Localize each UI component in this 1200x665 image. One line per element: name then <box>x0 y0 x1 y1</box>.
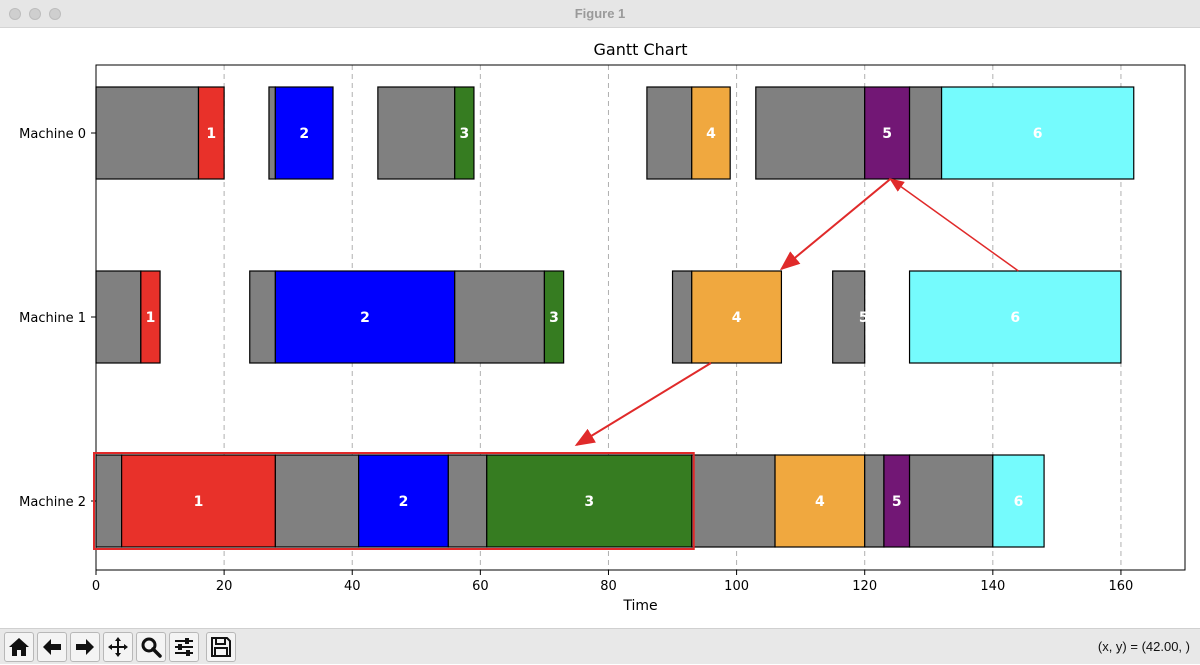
gantt-bar-idle <box>646 86 693 180</box>
gantt-bar-job-6 <box>992 454 1045 548</box>
chart-title: Gantt Chart <box>594 40 688 59</box>
home-button[interactable] <box>4 632 34 662</box>
gantt-bar-idle <box>377 86 456 180</box>
gantt-bar-job-2 <box>274 86 334 180</box>
close-window-button[interactable] <box>9 8 21 20</box>
highlight-box <box>93 452 695 550</box>
x-tick-label: 60 <box>472 579 489 594</box>
annotation-arrow <box>779 178 891 271</box>
figure-canvas[interactable]: Gantt Chart 1 2 3 4 5 6 1 2 3 4 5 6 1 2 3 4 5 6 0 20 40 60 80 10… <box>0 28 1200 628</box>
annotation-arrow <box>889 178 1019 272</box>
bar-label: 3 <box>584 494 594 510</box>
gantt-bar-job-3 <box>454 86 475 180</box>
y-tick-label: Machine 1 <box>19 311 86 326</box>
navigation-toolbar: (x, y) = (42.00, ) <box>0 628 1200 664</box>
bar-label: 6 <box>1014 494 1024 510</box>
x-tick-label: 160 <box>1109 579 1134 594</box>
back-arrow-icon <box>43 639 61 655</box>
x-tick-label: 80 <box>600 579 617 594</box>
gantt-bar-job-1 <box>197 86 225 180</box>
bar-label: 2 <box>399 494 409 510</box>
bar-label: 3 <box>549 310 559 326</box>
save-button[interactable] <box>206 632 236 662</box>
forward-button[interactable] <box>70 632 100 662</box>
window-title: Figure 1 <box>574 6 626 21</box>
gantt-bar-job-5 <box>883 454 911 548</box>
bar-label: 6 <box>1010 310 1020 326</box>
gantt-bar-job-6 <box>940 86 1135 180</box>
zoom-button[interactable] <box>136 632 166 662</box>
bar-label: 4 <box>815 494 825 510</box>
configure-subplots-icon <box>175 638 193 656</box>
bar-label: 4 <box>732 310 742 326</box>
gantt-bar-idle <box>908 86 943 180</box>
zoom-magnifier-icon <box>141 637 162 658</box>
gantt-bar-job-4 <box>691 86 731 180</box>
zoom-window-button[interactable] <box>49 8 61 20</box>
gantt-bar-idle <box>864 454 885 548</box>
cursor-coordinates: (x, y) = (42.00, ) <box>1097 639 1190 654</box>
bar-label: 5 <box>859 310 869 326</box>
bar-label: 4 <box>706 126 716 142</box>
bar-label: 1 <box>206 126 216 142</box>
bar-label: 5 <box>882 126 892 142</box>
annotation-arrow <box>574 362 712 447</box>
x-tick-label: 120 <box>852 579 877 594</box>
gantt-bar-idle <box>447 454 488 548</box>
gantt-bar-job-2 <box>274 270 456 364</box>
gantt-bar-idle <box>95 454 123 548</box>
home-icon <box>9 638 29 656</box>
gantt-bar-job-4 <box>691 270 783 364</box>
gantt-bar-idle <box>454 270 546 364</box>
y-tick-label: Machine 0 <box>19 127 86 142</box>
gantt-bar-idle <box>268 86 276 180</box>
gantt-bar-job-1 <box>140 270 161 364</box>
gantt-bar-idle <box>249 270 276 364</box>
gantt-bar-job-4 <box>774 454 866 548</box>
bar-label: 1 <box>146 310 156 326</box>
x-tick-label: 140 <box>980 579 1005 594</box>
x-tick-label: 20 <box>216 579 233 594</box>
x-tick-label: 40 <box>344 579 361 594</box>
pan-button[interactable] <box>103 632 133 662</box>
minimize-window-button[interactable] <box>29 8 41 20</box>
gantt-bar-idle <box>832 270 866 364</box>
gantt-bar-idle <box>671 270 693 364</box>
x-axis-label: Time <box>622 598 657 614</box>
pan-move-icon <box>108 637 128 657</box>
gantt-bar-idle <box>274 454 360 548</box>
y-tick-label: Machine 2 <box>19 495 86 510</box>
back-button[interactable] <box>37 632 67 662</box>
gantt-bar-idle <box>95 86 200 180</box>
bar-label: 2 <box>299 126 309 142</box>
bar-label: 1 <box>194 494 204 510</box>
gantt-bar-job-5 <box>864 86 911 180</box>
gantt-bar-job-3 <box>543 270 565 364</box>
save-icon <box>211 637 231 657</box>
gantt-bar-idle <box>908 454 994 548</box>
x-tick-label: 100 <box>724 579 749 594</box>
forward-arrow-icon <box>76 639 94 655</box>
gantt-bar-idle <box>95 270 142 364</box>
bar-label: 6 <box>1033 126 1043 142</box>
x-tick-label: 0 <box>92 579 100 594</box>
bar-label: 2 <box>360 310 370 326</box>
gantt-bar-job-6 <box>908 270 1122 364</box>
bar-label: 3 <box>459 126 469 142</box>
gantt-bar-job-1 <box>121 454 276 548</box>
gantt-bar-idle <box>691 454 776 548</box>
bar-label: 5 <box>892 494 902 510</box>
configure-subplots-button[interactable] <box>169 632 199 662</box>
gantt-bar-idle <box>755 86 866 180</box>
title-bar: Figure 1 <box>0 0 1200 28</box>
